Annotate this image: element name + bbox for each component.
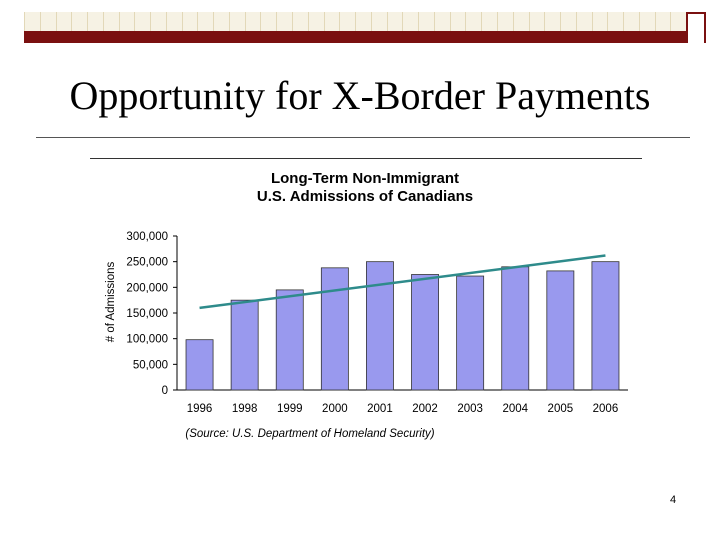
bar (366, 261, 394, 391)
bar (230, 299, 259, 391)
chart-title: Long-Term Non-Immigrant U.S. Admissions … (170, 170, 560, 206)
bar (185, 339, 214, 391)
title-divider (36, 137, 690, 138)
x-tick-label: 2005 (548, 403, 574, 415)
bar (591, 261, 620, 391)
y-axis-label: # of Admissions (105, 261, 117, 342)
bar (501, 266, 530, 391)
x-tick-label: 2004 (502, 403, 528, 415)
bar (456, 275, 485, 391)
x-tick-label: 2000 (322, 403, 348, 415)
chart-bars (185, 261, 620, 391)
x-tick-label: 1999 (277, 403, 303, 415)
x-tick-label: 1998 (232, 403, 258, 415)
chart-source: (Source: U.S. Department of Homeland Sec… (185, 428, 435, 440)
trendline (199, 254, 606, 310)
x-tick-label: 2006 (593, 403, 619, 415)
header-bar (24, 31, 686, 43)
chart-top-divider (90, 158, 642, 159)
chart-title-line2: U.S. Admissions of Canadians (256, 188, 474, 205)
chart-title-line1: Long-Term Non-Immigrant (270, 170, 460, 187)
page-number: 4 (670, 494, 677, 506)
header-pattern (24, 12, 687, 31)
header-corner-box (686, 12, 706, 43)
y-tick-label: 50,000 (133, 359, 168, 371)
y-tick-label: 250,000 (126, 257, 168, 269)
y-tick-label: 200,000 (126, 282, 168, 294)
x-tick-label: 2003 (457, 403, 483, 415)
y-tick-label: 150,000 (126, 308, 168, 320)
bar (411, 274, 439, 391)
y-tick-label: 0 (162, 385, 168, 397)
x-tick-label: 2001 (367, 403, 393, 415)
chart-trendline-group (199, 254, 606, 310)
x-tick-label: 1996 (187, 403, 213, 415)
y-tick-label: 300,000 (126, 231, 168, 243)
bar (546, 270, 575, 391)
slide-title: Opportunity for X-Border Payments (69, 73, 651, 118)
y-tick-label: 100,000 (126, 334, 168, 346)
x-tick-label: 2002 (412, 403, 438, 415)
bar (275, 289, 304, 391)
chart-axes: 0 50,000 100,000 150,000 200,000 250,000 300,0… (105, 231, 628, 415)
bar (320, 267, 349, 391)
